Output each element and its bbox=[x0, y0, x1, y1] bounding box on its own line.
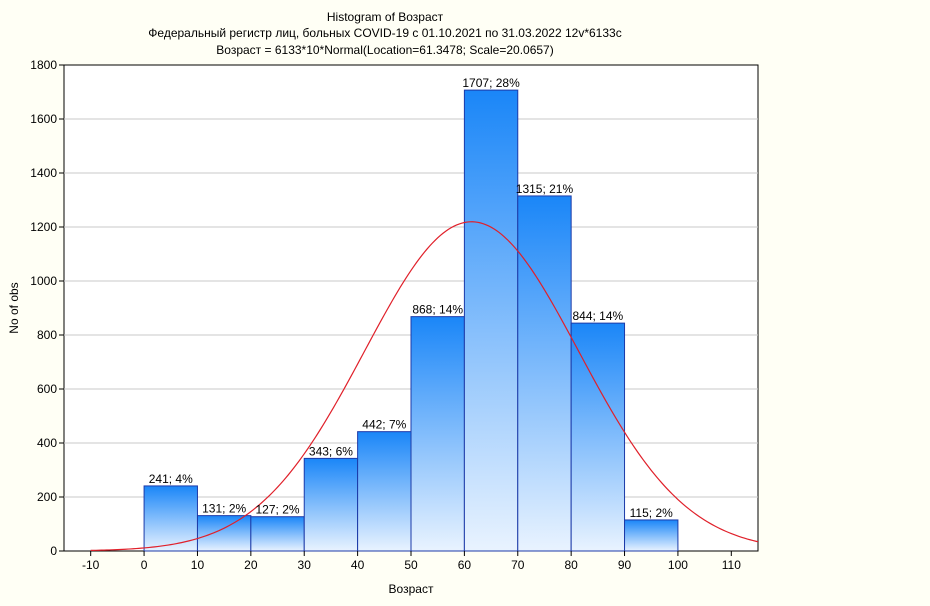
bar-data-labels: 241; 4% 131; 2% 127; 2% 343; 6% 442; 7% 868; … bbox=[149, 76, 673, 520]
y-tick-label: 800 bbox=[37, 328, 57, 342]
histogram-bar bbox=[463, 89, 519, 552]
x-tick-label: 20 bbox=[244, 558, 258, 572]
y-tick-label: 1800 bbox=[30, 58, 57, 72]
histogram-bar bbox=[624, 519, 679, 552]
x-tick-label: 90 bbox=[618, 558, 632, 572]
x-tick-label: 60 bbox=[458, 558, 472, 572]
x-tick-label: 80 bbox=[564, 558, 578, 572]
histogram-bar bbox=[143, 485, 198, 552]
x-tick-label: 50 bbox=[404, 558, 418, 572]
bar-value-label: 343; 6% bbox=[309, 444, 353, 458]
bar-value-label: 115; 2% bbox=[630, 506, 673, 520]
histogram-bar bbox=[517, 195, 572, 552]
y-tick-label: 600 bbox=[37, 382, 57, 396]
x-tick-label: 30 bbox=[298, 558, 312, 572]
bar-value-label: 1707; 28% bbox=[462, 76, 520, 90]
x-tick-label: 70 bbox=[511, 558, 525, 572]
x-tick-label: -10 bbox=[82, 558, 100, 572]
bar-value-label: 127; 2% bbox=[256, 503, 300, 517]
histogram-bar bbox=[570, 322, 626, 552]
fit-formula-label: Возраст = 6133*10*Normal(Location=61.347… bbox=[216, 43, 553, 57]
histogram-bar bbox=[357, 431, 412, 552]
y-tick-label: 1600 bbox=[30, 112, 57, 126]
y-tick-label: 400 bbox=[37, 436, 57, 450]
y-tick-label: 0 bbox=[50, 544, 57, 558]
bar-value-label: 131; 2% bbox=[202, 502, 246, 516]
y-tick-label: 1400 bbox=[30, 166, 57, 180]
x-tick-label: 0 bbox=[141, 558, 148, 572]
x-tick-label: 110 bbox=[722, 558, 741, 572]
normal-fit-layer bbox=[90, 221, 759, 552]
y-tick-label: 1200 bbox=[30, 220, 57, 234]
normal-fit-curve bbox=[90, 221, 759, 552]
bar-value-label: 844; 14% bbox=[572, 309, 623, 323]
x-tick-label: 10 bbox=[191, 558, 205, 572]
y-tick-label: 1000 bbox=[30, 274, 57, 288]
y-tick-label: 200 bbox=[37, 490, 57, 504]
x-tick-label: 40 bbox=[351, 558, 365, 572]
histogram-bar bbox=[410, 316, 465, 552]
axes: 0 200 400 600 800 1000 1200 1400 1600 1800 -10 0 10 2… bbox=[30, 58, 741, 572]
histogram-bar bbox=[303, 457, 359, 552]
bar-value-label: 241; 4% bbox=[149, 472, 193, 486]
bar-value-label: 1315; 21% bbox=[516, 182, 574, 196]
chart-subtitle: Федеральный регистр лиц, больных COVID-1… bbox=[148, 26, 621, 40]
y-axis-label: No of obs bbox=[7, 282, 21, 333]
x-tick-label: 100 bbox=[668, 558, 688, 572]
histogram-bar bbox=[250, 516, 305, 552]
bar-value-label: 868; 14% bbox=[412, 303, 463, 317]
bar-value-label: 442; 7% bbox=[362, 418, 406, 432]
chart-title: Histogram of Возраст bbox=[327, 10, 444, 24]
histogram-bar bbox=[196, 515, 252, 552]
x-axis-label: Возраст bbox=[389, 582, 434, 596]
histogram-bars bbox=[143, 89, 679, 552]
